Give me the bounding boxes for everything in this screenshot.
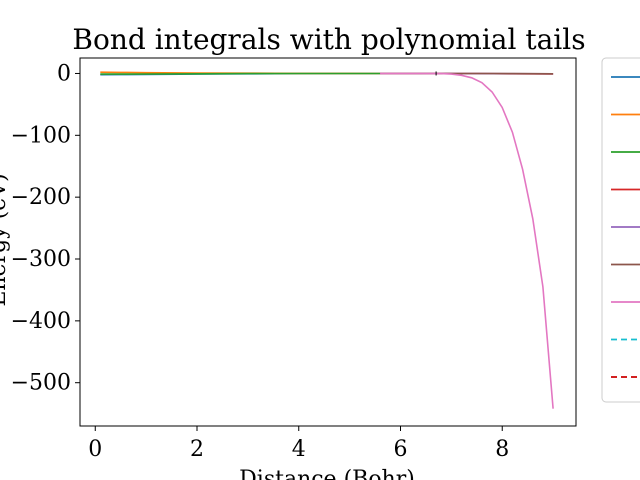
- legend: [611, 76, 640, 378]
- x-tick-label: 6: [393, 437, 407, 462]
- x-axis-label: Distance (Bohr): [239, 467, 415, 480]
- y-tick-label: −300: [11, 247, 71, 272]
- legend-box: [601, 57, 640, 403]
- y-axis-ticks: 0 −100 −200 −300 −400 −500: [11, 61, 80, 396]
- y-tick-label: −400: [11, 309, 71, 334]
- x-tick-label: 2: [190, 437, 204, 462]
- y-axis-label: Energy (eV): [0, 173, 11, 306]
- x-tick-label: 0: [88, 437, 102, 462]
- series-layer: [100, 71, 554, 409]
- x-tick-label: 4: [292, 437, 306, 462]
- y-tick-label: −200: [11, 185, 71, 210]
- series-line-7: [380, 72, 554, 409]
- plot-area: [79, 57, 577, 427]
- y-tick-label: −500: [11, 371, 71, 396]
- y-tick-label: −100: [11, 123, 71, 148]
- chart-title: Bond integrals with polynomial tails: [72, 23, 585, 56]
- x-axis-ticks: 0 2 4 6 8: [88, 426, 509, 462]
- series-line-3: [100, 72, 381, 75]
- y-tick-label: 0: [57, 61, 71, 86]
- x-tick-label: 8: [495, 437, 509, 462]
